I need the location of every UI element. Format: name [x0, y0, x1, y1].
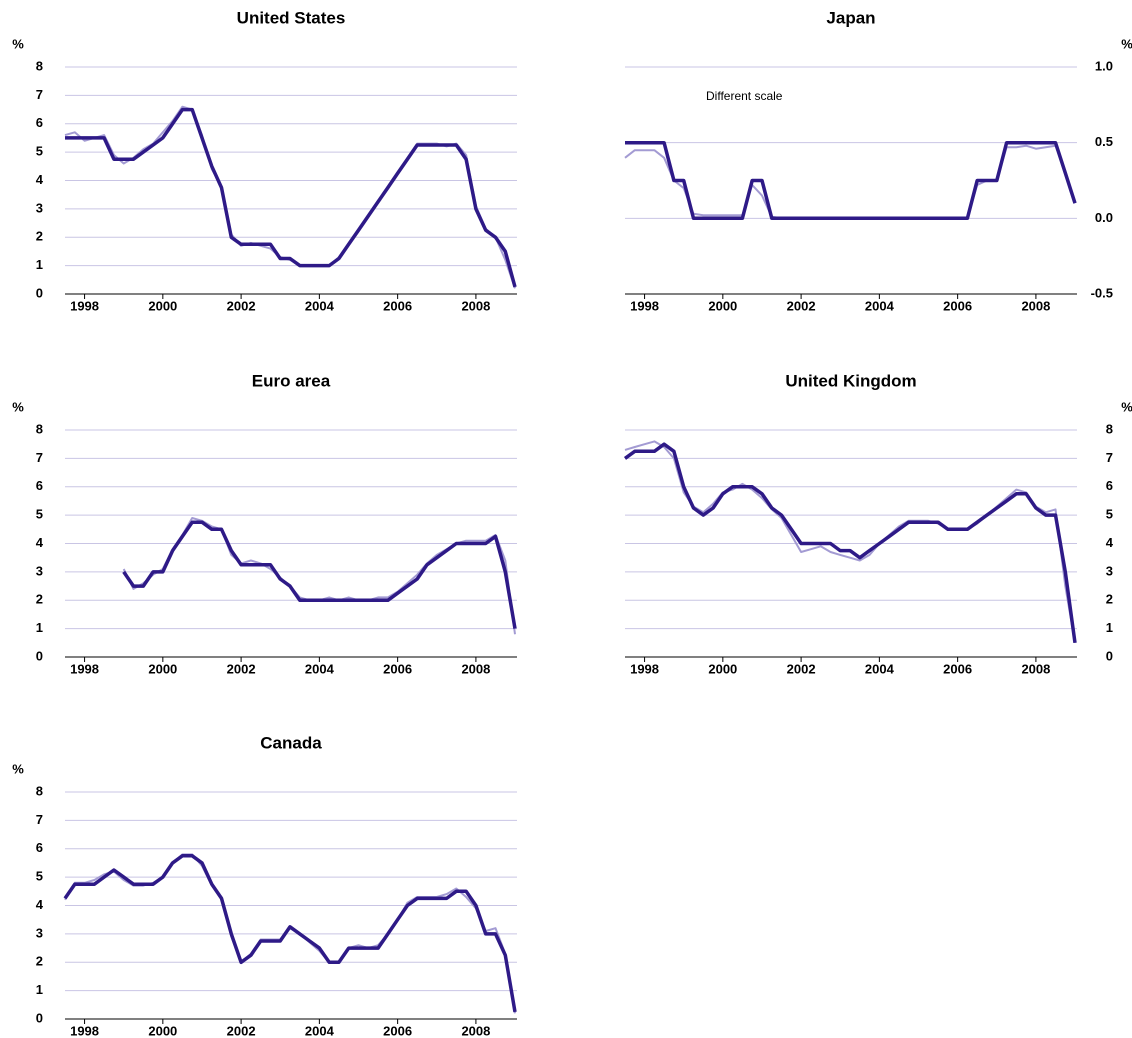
chart-panel: Japan% -0.5 0.0 0.5 1.0 1998 2000 2002 2004 2006 2… — [624, 8, 1132, 313]
y-tick-label: 3 — [36, 200, 43, 215]
x-tick-label: 2004 — [865, 298, 895, 313]
x-tick-label: 2006 — [383, 1023, 412, 1038]
y-tick-label: 2 — [36, 229, 43, 244]
y-tick-label: 5 — [1106, 507, 1113, 522]
policy-rate-line — [122, 520, 517, 629]
x-tick-label: 2006 — [383, 661, 412, 676]
y-tick-label: 0 — [1106, 648, 1113, 663]
x-tick-label: 2004 — [305, 1023, 335, 1038]
chart-panel: Euro area% 0 1 2 3 4 5 6 7 8 1998 2000 2002 2004 2006 2… — [12, 371, 517, 676]
y-tick-label: 8 — [36, 421, 43, 436]
y-tick-label: 3 — [36, 925, 43, 940]
x-tick-label: 2002 — [787, 298, 816, 313]
y-tick-label: 7 — [36, 812, 43, 827]
market-rate-line — [624, 144, 1076, 220]
y-tick-label: 1 — [36, 982, 43, 997]
x-tick-label: 1998 — [70, 298, 99, 313]
y-tick-label: 6 — [36, 840, 43, 855]
y-tick-label: 4 — [36, 172, 44, 187]
x-tick-label: 2002 — [787, 661, 816, 676]
y-tick-label: 3 — [36, 563, 43, 578]
x-tick-label: 2000 — [148, 298, 177, 313]
x-tick-label: 2008 — [1021, 661, 1050, 676]
chart-title: Japan — [826, 8, 875, 27]
y-tick-label: 1 — [36, 257, 43, 272]
chart-title: United Kingdom — [785, 371, 916, 390]
y-tick-label: 0 — [36, 285, 43, 300]
y-tick-label: 7 — [1106, 450, 1113, 465]
y-tick-label: 2 — [36, 954, 43, 969]
axis-unit: % — [12, 36, 24, 51]
policy-rate-line — [65, 107, 517, 288]
y-tick-label: 0.0 — [1095, 210, 1113, 225]
chart-title: Euro area — [252, 371, 331, 390]
y-tick-label: 1 — [36, 620, 43, 635]
x-tick-label: 2006 — [383, 298, 412, 313]
y-tick-label: 5 — [36, 869, 43, 884]
axis-unit: % — [1121, 399, 1132, 414]
market-rate-line — [64, 105, 516, 289]
x-tick-label: 2004 — [865, 661, 895, 676]
x-tick-label: 2006 — [943, 298, 972, 313]
x-tick-label: 2000 — [708, 298, 737, 313]
y-tick-label: 8 — [1106, 421, 1113, 436]
y-tick-label: 0.5 — [1095, 134, 1113, 149]
chart-panel: United Kingdom% 0 1 2 3 4 5 6 7 8 1998 2000 2002 2004… — [623, 371, 1132, 676]
x-tick-label: 1998 — [70, 1023, 99, 1038]
x-tick-label: 2000 — [708, 661, 737, 676]
x-tick-label: 1998 — [630, 298, 659, 313]
y-tick-label: 8 — [36, 783, 43, 798]
x-tick-label: 2002 — [227, 298, 256, 313]
x-tick-label: 1998 — [70, 661, 99, 676]
x-tick-label: 2008 — [461, 298, 490, 313]
x-tick-label: 2008 — [461, 1023, 490, 1038]
y-tick-label: 6 — [1106, 478, 1113, 493]
y-tick-label: 5 — [36, 144, 43, 159]
y-tick-label: 7 — [36, 450, 43, 465]
x-tick-label: 1998 — [630, 661, 659, 676]
x-tick-label: 2002 — [227, 1023, 256, 1038]
axis-unit: % — [1121, 36, 1132, 51]
y-tick-label: -0.5 — [1091, 285, 1113, 300]
x-tick-label: 2002 — [227, 661, 256, 676]
chart-title: Canada — [260, 733, 322, 752]
y-tick-label: 5 — [36, 507, 43, 522]
annotation: Different scale — [706, 89, 783, 103]
policy-rate-line — [63, 854, 517, 1013]
y-tick-label: 1.0 — [1095, 58, 1113, 73]
x-tick-label: 2004 — [305, 661, 335, 676]
x-tick-label: 2008 — [1021, 298, 1050, 313]
y-tick-label: 4 — [36, 897, 44, 912]
chart-title: United States — [237, 8, 346, 27]
y-tick-label: 8 — [36, 58, 43, 73]
market-rate-line — [624, 440, 1076, 643]
chart-panel: United States% 0 1 2 3 4 5 6 7 8 1998 2000 2002 2004 2… — [12, 8, 517, 313]
y-tick-label: 4 — [36, 535, 44, 550]
y-tick-label: 3 — [1106, 563, 1113, 578]
x-tick-label: 2004 — [305, 298, 335, 313]
y-tick-label: 6 — [36, 478, 43, 493]
y-tick-label: 2 — [1106, 592, 1113, 607]
policy-rate-line — [625, 140, 1077, 221]
y-tick-label: 4 — [1106, 535, 1114, 550]
y-tick-label: 0 — [36, 1010, 43, 1025]
x-tick-label: 2006 — [943, 661, 972, 676]
x-tick-label: 2008 — [461, 661, 490, 676]
y-tick-label: 7 — [36, 87, 43, 102]
axis-unit: % — [12, 399, 24, 414]
y-tick-label: 1 — [1106, 620, 1113, 635]
policy-rate-line — [623, 442, 1077, 644]
y-tick-label: 2 — [36, 592, 43, 607]
chart-panel: Canada% 0 1 2 3 4 5 6 7 8 1998 2000 2002 2004 2006 2008 — [12, 733, 517, 1038]
y-tick-label: 6 — [36, 115, 43, 130]
x-tick-label: 2000 — [148, 1023, 177, 1038]
y-tick-label: 0 — [36, 648, 43, 663]
x-tick-label: 2000 — [148, 661, 177, 676]
axis-unit: % — [12, 761, 24, 776]
